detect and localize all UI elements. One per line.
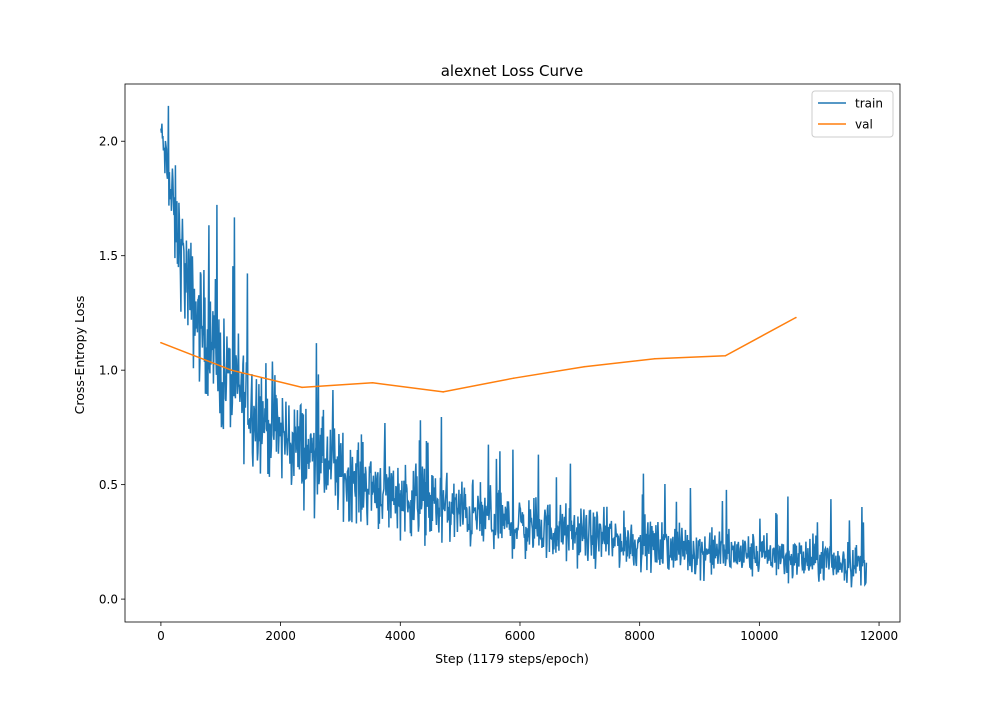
y-axis-label: Cross-Entropy Loss (72, 296, 87, 415)
val-point (795, 316, 797, 319)
y-tick-label: 2.0 (99, 135, 118, 149)
y-tick-label: 0.5 (99, 478, 118, 492)
x-tick-label: 12000 (860, 629, 898, 643)
x-tick-label: 6000 (505, 629, 536, 643)
val-point (371, 381, 374, 384)
val-point (160, 341, 162, 344)
x-tick-label: 0 (157, 629, 165, 643)
legend-label-val: val (855, 118, 873, 132)
val-point (654, 357, 656, 360)
plot-area: 0 2000 4000 6000 8000 10000 12000 0.0 0.5 1.0 1.5 2… (99, 83, 901, 643)
val-point (583, 365, 586, 368)
legend-label-train: train (855, 97, 883, 111)
legend: train val (811, 90, 894, 138)
x-tick-label: 4000 (385, 629, 416, 643)
chart-title: alexnet Loss Curve (441, 62, 584, 80)
val-point (230, 369, 233, 371)
y-tick-label: 1.0 (99, 364, 118, 378)
val-point (442, 391, 444, 393)
x-tick-label: 10000 (740, 629, 778, 643)
y-tick-label: 0.0 (99, 593, 118, 607)
val-point (724, 354, 727, 357)
train-series-line (160, 105, 868, 588)
x-axis-label: Step (1179 steps/epoch) (435, 651, 589, 666)
x-tick-label: 2000 (265, 629, 296, 643)
x-tick-label: 8000 (624, 629, 655, 643)
val-point (512, 377, 515, 379)
val-series-line (160, 316, 797, 393)
plot-frame (124, 83, 901, 623)
y-tick-label: 1.5 (99, 249, 118, 263)
val-point (301, 386, 303, 389)
